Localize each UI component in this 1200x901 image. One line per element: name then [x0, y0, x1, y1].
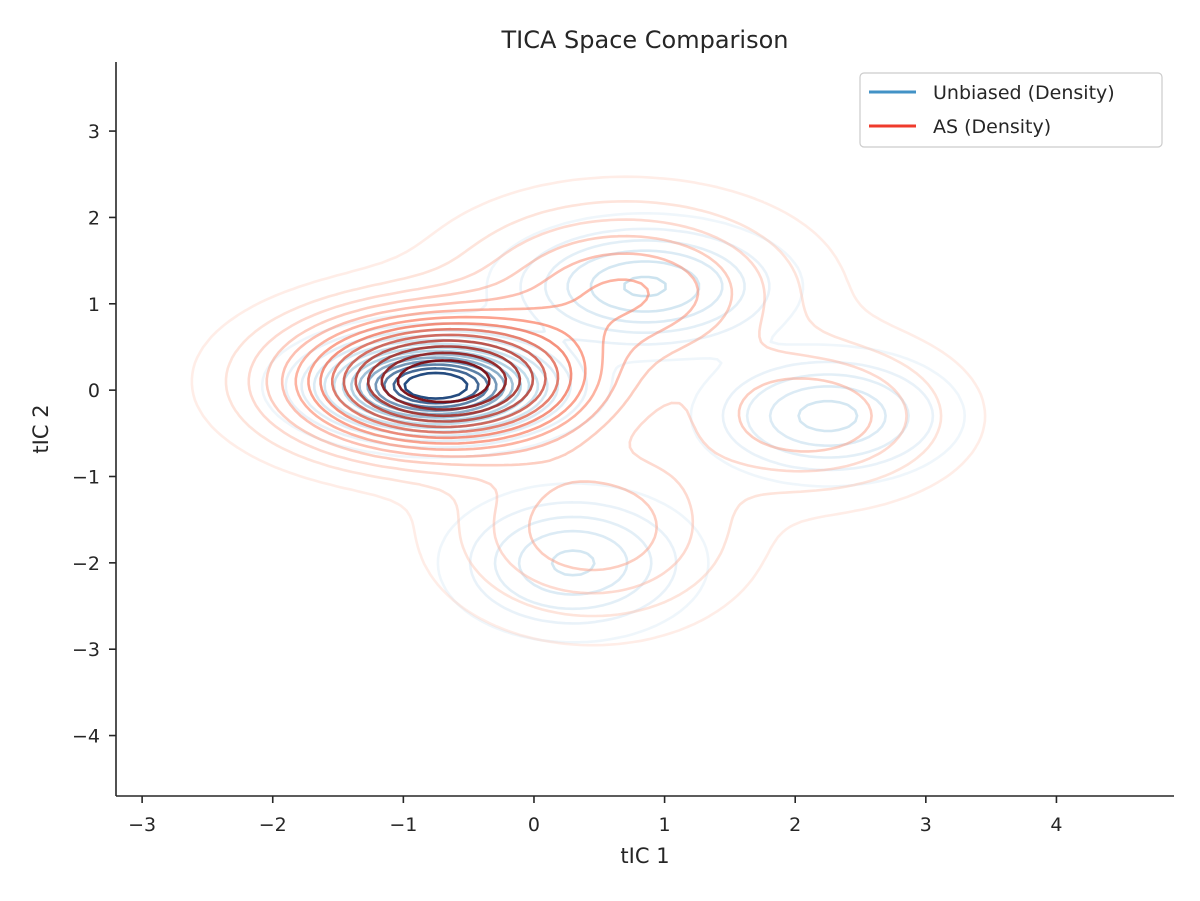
- y-axis-label: tIC 2: [29, 404, 53, 453]
- legend-label-unbiased: Unbiased (Density): [933, 82, 1115, 104]
- y-tick-label: −4: [72, 726, 100, 748]
- y-axis-ticks: −4 −3 −2 −1 0 1 2 3: [72, 121, 116, 748]
- contour-series-unbiased: [260, 212, 966, 644]
- y-tick-label: −1: [72, 466, 100, 488]
- chart-title: TICA Space Comparison: [500, 26, 788, 54]
- contour-level: [247, 218, 908, 595]
- contour-plot-area: [190, 175, 987, 647]
- contour-level: [190, 175, 987, 647]
- x-tick-label: −1: [389, 814, 417, 836]
- contour-level: [331, 327, 560, 434]
- y-tick-label: 0: [88, 380, 100, 402]
- contour-level: [224, 200, 943, 618]
- x-tick-label: 0: [528, 814, 540, 836]
- contour-level: [307, 315, 587, 445]
- contour-level: [294, 278, 650, 451]
- contour-level: [380, 351, 508, 411]
- x-tick-label: −2: [259, 814, 287, 836]
- contour-level: [280, 252, 700, 458]
- contour-level: [342, 333, 547, 429]
- contour-level: [403, 371, 469, 400]
- x-tick-label: 4: [1050, 814, 1062, 836]
- x-tick-label: 1: [659, 814, 671, 836]
- contour-level: [265, 234, 873, 572]
- y-tick-label: 1: [88, 294, 100, 316]
- x-tick-label: −3: [128, 814, 156, 836]
- legend-label-as: AS (Density): [933, 116, 1051, 138]
- x-tick-label: 3: [920, 814, 932, 836]
- x-axis-ticks: −3 −2 −1 0 1 2 3 4: [128, 796, 1062, 836]
- contour-level: [367, 345, 522, 418]
- contour-level: [396, 359, 491, 404]
- x-tick-label: 2: [789, 814, 801, 836]
- y-tick-label: −3: [72, 639, 100, 661]
- y-tick-label: 3: [88, 121, 100, 143]
- contour-level: [319, 322, 573, 440]
- legend: Unbiased (Density) AS (Density): [859, 72, 1163, 148]
- contour-series-as: [190, 175, 987, 647]
- legend-box: [859, 72, 1163, 148]
- y-tick-label: 2: [88, 207, 100, 229]
- y-tick-label: −2: [72, 553, 100, 575]
- contour-level: [354, 339, 535, 423]
- x-axis-label: tIC 1: [620, 844, 669, 868]
